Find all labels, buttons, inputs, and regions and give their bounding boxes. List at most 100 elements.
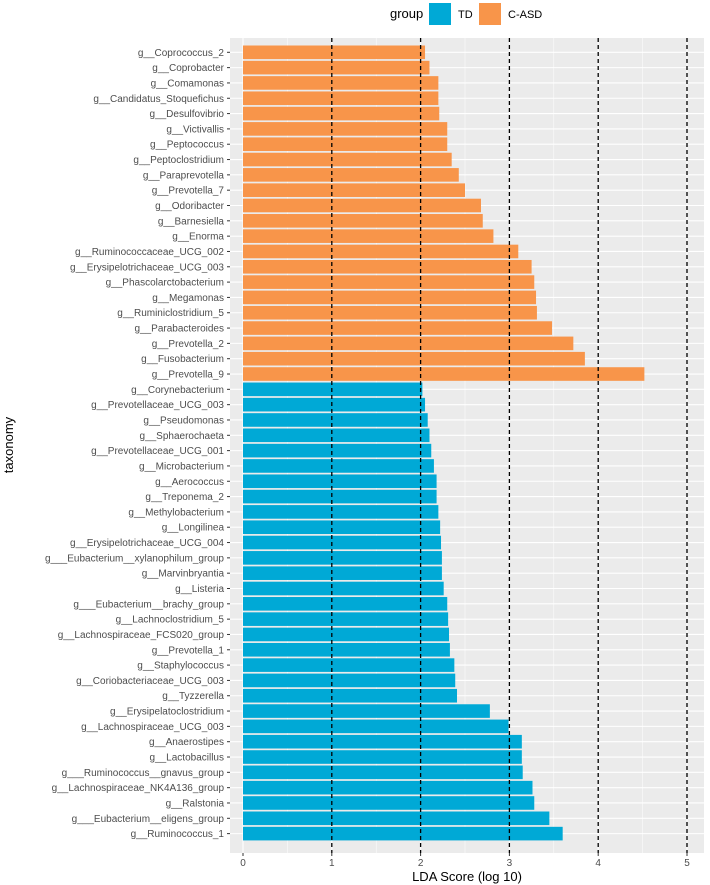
y-tick-label: g__Prevotellaceae_UCG_001 [91, 446, 224, 457]
bar [243, 489, 437, 504]
y-tick-label: g__Longilinea [162, 523, 225, 534]
y-tick-label: g__Ralstonia [166, 798, 225, 809]
bar [243, 367, 645, 381]
y-tick-label: g__Prevotella_1 [152, 645, 225, 656]
reference-lines [331, 38, 688, 853]
bar [243, 229, 494, 243]
bar [243, 76, 439, 90]
bar [243, 627, 450, 642]
bar [243, 734, 522, 749]
bar [243, 811, 550, 826]
bars [243, 45, 645, 841]
y-tick-label: g__Prevotella_2 [152, 339, 225, 350]
legend-label-c-asd: C-ASD [508, 9, 542, 21]
x-tick-label: 0 [240, 858, 246, 869]
y-tick-label: g__Methylobacterium [128, 507, 224, 518]
bar [243, 259, 532, 274]
y-tick-label: g__Megamonas [152, 293, 224, 304]
y-axis-title: taxonomy [1, 416, 16, 473]
y-tick-label: g___Eubacterium__brachy_group [73, 599, 224, 610]
y-tick-label: g___Eubacterium__xylanophilum_group [45, 553, 224, 564]
bar [243, 642, 450, 657]
bar [243, 275, 535, 289]
y-tick-label: g__Prevotella_7 [152, 186, 225, 197]
bar [243, 551, 442, 565]
y-tick-label: g__Victivallis [166, 124, 224, 135]
bar [243, 152, 452, 167]
bar [243, 198, 481, 213]
y-tick-label: g__Sphaerochaeta [139, 431, 224, 442]
bar [243, 106, 440, 121]
y-tick-label: g__Fusobacterium [141, 354, 224, 365]
bar [243, 474, 437, 489]
y-tick-label: g__Microbacterium [139, 461, 224, 472]
bar [243, 780, 533, 795]
bar [243, 397, 426, 412]
y-tick-label: g__Pseudomonas [143, 415, 224, 426]
y-tick-label: g__Lachnospiraceae_UCG_003 [81, 722, 224, 733]
y-tick-label: g__Ruminococcaceae_UCG_002 [75, 247, 224, 258]
bar [243, 750, 522, 764]
y-tick-labels: g__Coprococcus_2 g__Coprobacter g__Comamon… [45, 48, 230, 840]
y-tick-label: g__Peptococcus [150, 140, 224, 151]
y-tick-label: g__Erysipelatoclostridium [110, 707, 224, 718]
y-tick-label: g__Odoribacter [155, 201, 225, 212]
y-tick-label: g__Peptoclostridium [133, 155, 224, 166]
y-tick-label: g__Erysipelotrichaceae_UCG_004 [70, 538, 224, 549]
bar [243, 566, 442, 580]
bar [243, 765, 523, 780]
bar [243, 290, 537, 305]
y-tick-label: g__Coprococcus_2 [138, 48, 225, 59]
bar [243, 137, 448, 152]
legend-title: group [390, 6, 423, 21]
y-tick-label: g__Phascolarctobacterium [106, 278, 224, 289]
bar [243, 658, 455, 672]
bar [243, 826, 563, 841]
y-tick-label: g__Lachnospiraceae_FCS020_group [58, 630, 225, 641]
bar [243, 122, 448, 136]
bar [243, 244, 519, 259]
bar [243, 45, 426, 60]
bar [243, 168, 459, 182]
y-tick-label: g__Coprobacter [152, 63, 224, 74]
y-tick-label: g__Tyzzerella [162, 691, 224, 702]
x-tick-label: 2 [418, 858, 424, 869]
y-tick-label: g__Lactobacillus [150, 753, 225, 764]
bar [243, 183, 465, 197]
y-tick-label: g__Parabacteroides [134, 324, 224, 335]
bar [243, 673, 456, 688]
bar [243, 719, 509, 734]
bar [243, 535, 442, 550]
y-tick-label: g__Lachnoclostridium_5 [116, 615, 225, 626]
legend-key-td [429, 3, 451, 25]
bar [243, 351, 585, 366]
y-tick-label: g__Treponema_2 [145, 492, 224, 503]
bar [243, 581, 444, 596]
bar [243, 336, 574, 351]
bar [243, 305, 537, 320]
bar [243, 91, 439, 106]
bar [243, 612, 449, 626]
bar [243, 597, 448, 611]
y-tick-label: g__Enorma [172, 232, 224, 243]
bar [243, 704, 490, 718]
y-tick-label: g__Erysipelotrichaceae_UCG_003 [70, 262, 224, 273]
y-tick-label: g__Lachnospiraceae_NK4A136_group [52, 783, 225, 794]
x-tick-labels: 0 1 2 3 4 5 [240, 853, 690, 869]
y-tick-label: g__Ruminococcus_1 [131, 829, 225, 840]
bar [243, 520, 441, 535]
y-tick-label: g__Prevotellaceae_UCG_003 [91, 400, 224, 411]
y-tick-label: g__Marvinbryantia [142, 569, 225, 580]
bar [243, 459, 434, 473]
y-tick-label: g__Staphylococcus [137, 661, 224, 672]
y-tick-label: g__Candidatus_Stoquefichus [93, 94, 224, 105]
legend-key-c-asd [479, 3, 501, 25]
y-tick-label: g__Prevotella_9 [152, 370, 225, 381]
y-tick-label: g__Comamonas [151, 78, 224, 89]
y-tick-label: g__Corynebacterium [131, 385, 224, 396]
bar [243, 413, 428, 427]
legend-label-td: TD [458, 9, 473, 21]
bar [243, 382, 423, 397]
bar [243, 443, 432, 458]
y-tick-label: g___Eubacterium__eligens_group [72, 814, 225, 825]
